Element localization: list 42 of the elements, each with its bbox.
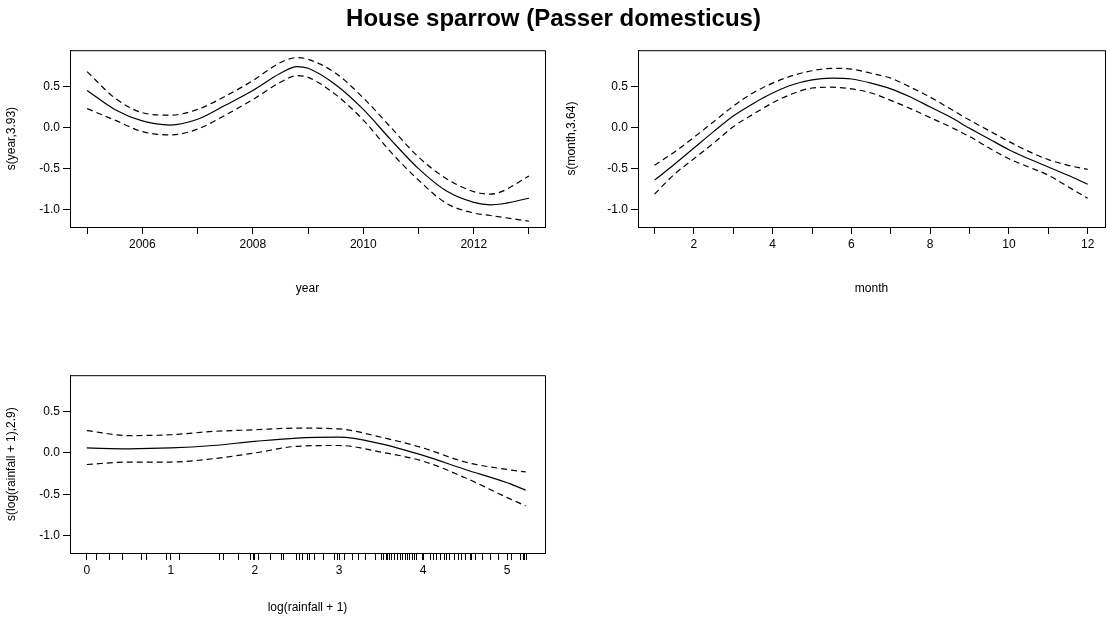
y-axis-title: s(log(rainfall + 1),2.9): [3, 407, 18, 521]
line-series: [86, 436, 527, 491]
x-tick-label: 2012: [460, 236, 488, 251]
line-series: [653, 86, 1089, 199]
y-tick-label: -1.0: [39, 527, 61, 542]
x-axis-title: year: [295, 281, 320, 296]
x-tick-label: 1: [167, 562, 175, 577]
x-tick-label: 2006: [129, 236, 157, 251]
x-tick-label: 0: [83, 562, 91, 577]
y-tick-label: 0.0: [43, 445, 61, 460]
x-tick-label: 8: [926, 236, 934, 251]
y-tick-label: 0.0: [611, 119, 629, 134]
line-series: [653, 67, 1089, 171]
x-tick-label: 2: [251, 562, 259, 577]
x-tick-label: 2010: [349, 236, 377, 251]
x-tick-label: 6: [848, 236, 856, 251]
x-axis-title: month: [854, 281, 889, 296]
line-series: [86, 75, 530, 222]
line-series: [86, 444, 527, 507]
line-series: [86, 427, 527, 473]
y-tick-label: 0.0: [43, 119, 61, 134]
y-tick-label: -1.0: [607, 202, 629, 217]
y-tick-label: -0.5: [607, 160, 629, 175]
chart-title: House sparrow (Passer domesticus): [345, 4, 762, 32]
y-axis-title: s(month,3.64): [563, 101, 578, 176]
line-series: [653, 77, 1089, 185]
x-tick-label: 2008: [239, 236, 267, 251]
y-tick-label: 0.5: [43, 403, 61, 418]
x-tick-label: 5: [503, 562, 511, 577]
x-tick-label: 2: [690, 236, 698, 251]
x-tick-label: 10: [1002, 236, 1016, 251]
x-axis-title: log(rainfall + 1): [267, 600, 348, 615]
y-tick-label: 0.5: [611, 78, 629, 93]
y-tick-label: -0.5: [39, 160, 61, 175]
x-tick-label: 12: [1080, 236, 1095, 251]
x-tick-label: 4: [769, 236, 777, 251]
y-axis-title: s(year,3.93): [3, 106, 18, 171]
x-tick-label: 3: [335, 562, 343, 577]
y-tick-label: -1.0: [39, 202, 61, 217]
x-tick-label: 4: [419, 562, 427, 577]
y-tick-label: 0.5: [43, 78, 61, 93]
y-tick-label: -0.5: [39, 486, 61, 501]
